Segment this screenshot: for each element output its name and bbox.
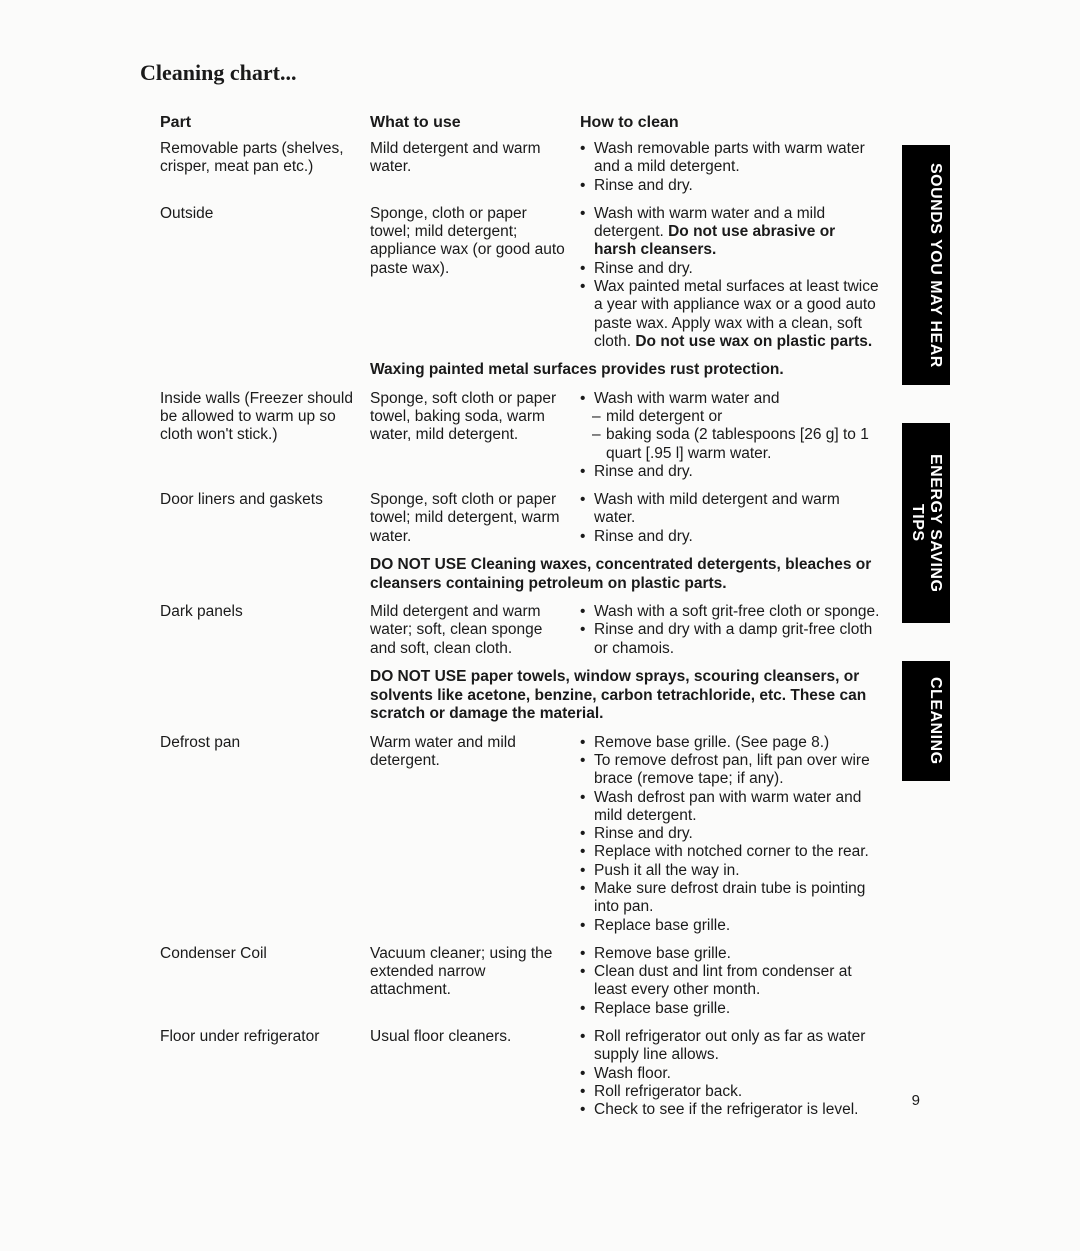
- side-tabs: SOUNDS YOU MAY HEAR ENERGY SAVING TIPS C…: [902, 145, 950, 781]
- how-item: Wash removable parts with warm water and…: [580, 140, 880, 177]
- cell-part: Inside walls (Freezer should be allowed …: [160, 390, 370, 445]
- how-item: Rinse and dry with a damp grit-free clot…: [580, 621, 880, 658]
- header-how: How to clean: [580, 114, 880, 132]
- tab-cleaning: CLEANING: [902, 661, 950, 781]
- cell-how: Wash with warm water and a mild detergen…: [580, 205, 880, 351]
- cell-how: Remove base grille.Clean dust and lint f…: [580, 945, 880, 1018]
- how-item: Wash with a soft grit-free cloth or spon…: [580, 603, 880, 621]
- header-row: Part What to use How to clean: [160, 114, 880, 132]
- how-item: Wax painted metal surfaces at least twic…: [580, 278, 880, 351]
- how-item: Rinse and dry.: [580, 177, 880, 195]
- header-part: Part: [160, 114, 370, 132]
- cell-how: Wash with mild detergent and warm water.…: [580, 491, 880, 546]
- cell-how: Roll refrigerator out only as far as wat…: [580, 1028, 880, 1119]
- cell-how: Wash with a soft grit-free cloth or spon…: [580, 603, 880, 658]
- how-item: Replace with notched corner to the rear.: [580, 843, 880, 861]
- how-item: Push it all the way in.: [580, 862, 880, 880]
- cell-part: Defrost pan: [160, 734, 370, 752]
- tab-sounds: SOUNDS YOU MAY HEAR: [902, 145, 950, 385]
- chart-row: Defrost panWarm water and mild detergent…: [160, 734, 880, 935]
- how-item: Check to see if the refrigerator is leve…: [580, 1101, 880, 1119]
- how-item: Rinse and dry.: [580, 528, 880, 546]
- how-item: Wash with warm water and: [580, 390, 880, 408]
- cell-use: Mild detergent and warm water.: [370, 140, 580, 177]
- cell-part: Floor under refrigerator: [160, 1028, 370, 1046]
- how-item: baking soda (2 tablespoons [26 g] to 1 q…: [580, 426, 880, 463]
- cell-part: Removable parts (shelves, crisper, meat …: [160, 140, 370, 177]
- tab-energy: ENERGY SAVING TIPS: [902, 423, 950, 623]
- how-item: Rinse and dry.: [580, 825, 880, 843]
- how-item: Replace base grille.: [580, 1000, 880, 1018]
- chart-row: Door liners and gasketsSponge, soft clot…: [160, 491, 880, 546]
- cell-how: Wash removable parts with warm water and…: [580, 140, 880, 195]
- header-use: What to use: [370, 114, 580, 132]
- how-item: Rinse and dry.: [580, 260, 880, 278]
- cell-use: Sponge, soft cloth or paper towel, bakin…: [370, 390, 580, 445]
- how-item: Roll refrigerator back.: [580, 1083, 880, 1101]
- cell-part: Dark panels: [160, 603, 370, 621]
- row-note: Waxing painted metal surfaces provides r…: [370, 361, 880, 380]
- chart-row: Dark panelsMild detergent and warm water…: [160, 603, 880, 658]
- cell-use: Vacuum cleaner; using the extended narro…: [370, 945, 580, 1000]
- how-item: Wash with mild detergent and warm water.: [580, 491, 880, 528]
- how-item: mild detergent or: [580, 408, 880, 426]
- how-item: Make sure defrost drain tube is pointing…: [580, 880, 880, 917]
- cell-use: Sponge, soft cloth or paper towel; mild …: [370, 491, 580, 546]
- row-note: DO NOT USE paper towels, window sprays, …: [370, 668, 880, 724]
- how-item: Rinse and dry.: [580, 463, 880, 481]
- how-item: Remove base grille.: [580, 945, 880, 963]
- how-item: Roll refrigerator out only as far as wat…: [580, 1028, 880, 1065]
- page-title: Cleaning chart...: [140, 60, 950, 86]
- cell-part: Condenser Coil: [160, 945, 370, 963]
- cell-use: Sponge, cloth or paper towel; mild deter…: [370, 205, 580, 278]
- row-note: DO NOT USE Cleaning waxes, concentrated …: [370, 556, 880, 593]
- how-item: To remove defrost pan, lift pan over wir…: [580, 752, 880, 789]
- cell-how: Remove base grille. (See page 8.)To remo…: [580, 734, 880, 935]
- cleaning-chart: Part What to use How to clean Removable …: [160, 114, 880, 1119]
- how-item: Replace base grille.: [580, 917, 880, 935]
- how-item: Clean dust and lint from condenser at le…: [580, 963, 880, 1000]
- how-item: Wash with warm water and a mild detergen…: [580, 205, 880, 260]
- page-number: 9: [912, 1092, 920, 1109]
- how-item: Wash defrost pan with warm water and mil…: [580, 789, 880, 826]
- cell-part: Outside: [160, 205, 370, 223]
- chart-row: Floor under refrigeratorUsual floor clea…: [160, 1028, 880, 1119]
- how-item: Wash floor.: [580, 1065, 880, 1083]
- how-item: Remove base grille. (See page 8.): [580, 734, 880, 752]
- cell-use: Warm water and mild detergent.: [370, 734, 580, 771]
- chart-row: Inside walls (Freezer should be allowed …: [160, 390, 880, 481]
- chart-row: Removable parts (shelves, crisper, meat …: [160, 140, 880, 195]
- chart-row: OutsideSponge, cloth or paper towel; mil…: [160, 205, 880, 351]
- cell-use: Mild detergent and warm water; soft, cle…: [370, 603, 580, 658]
- cell-use: Usual floor cleaners.: [370, 1028, 580, 1046]
- chart-row: Condenser CoilVacuum cleaner; using the …: [160, 945, 880, 1018]
- cell-part: Door liners and gaskets: [160, 491, 370, 509]
- cell-how: Wash with warm water andmild detergent o…: [580, 390, 880, 481]
